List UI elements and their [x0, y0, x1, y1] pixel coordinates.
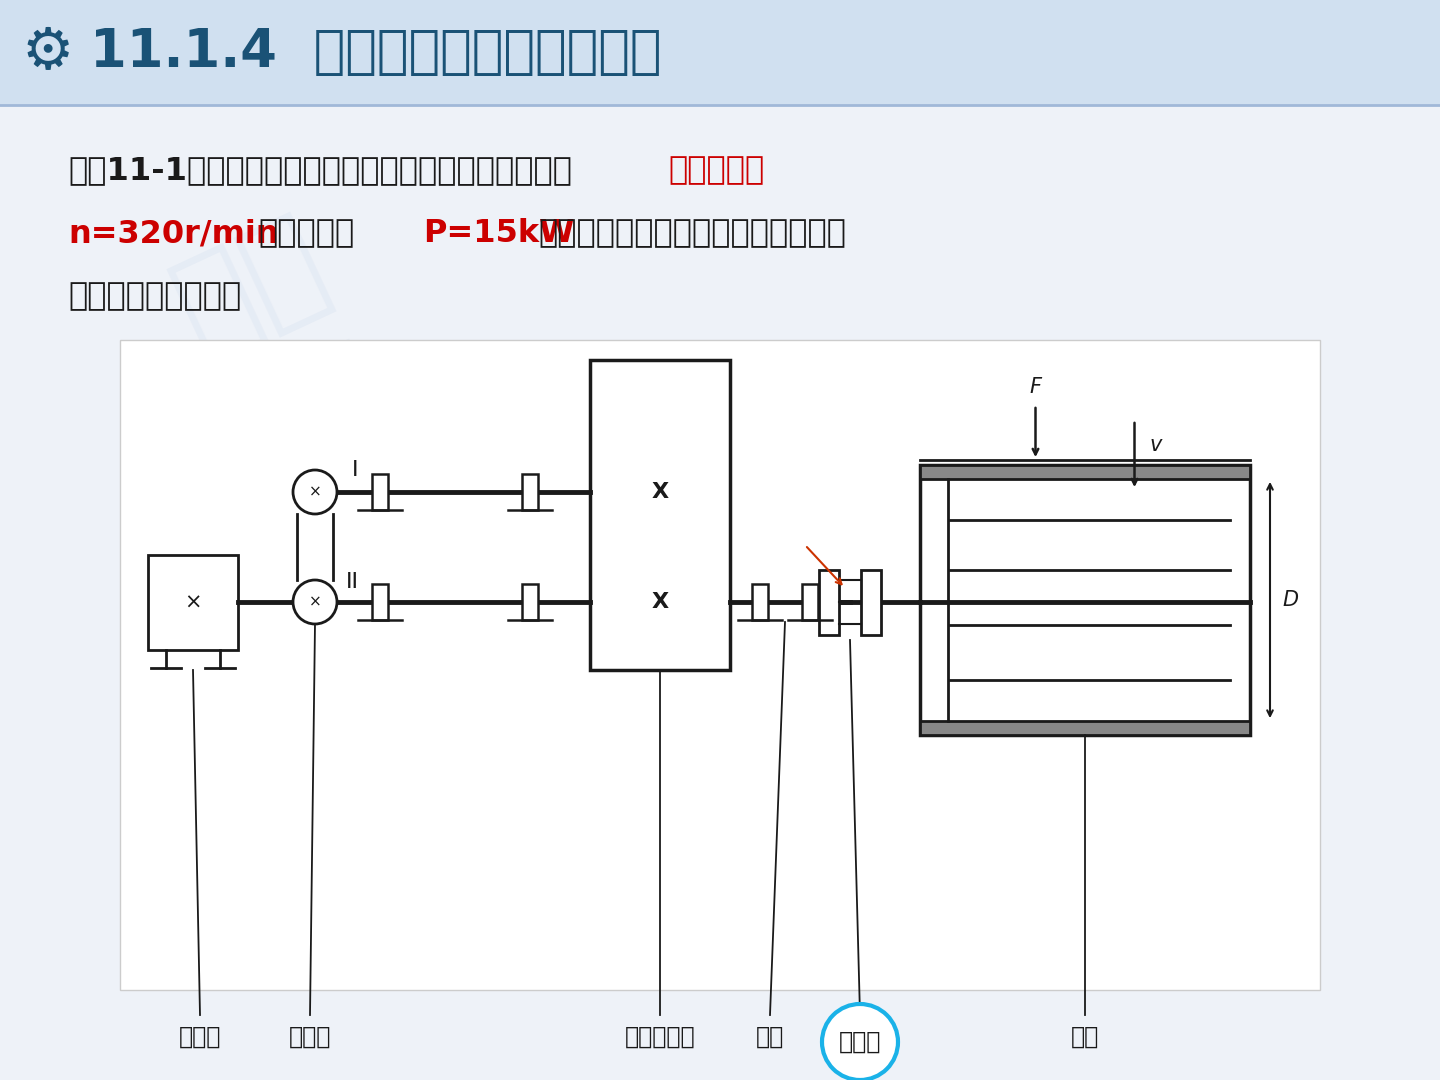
- Text: X: X: [651, 482, 668, 502]
- Bar: [920, 721, 1250, 735]
- Text: X: X: [651, 592, 668, 612]
- Text: 电动机: 电动机: [179, 1025, 222, 1049]
- Bar: [752, 584, 768, 620]
- Text: 低速轴转速: 低速轴转速: [668, 156, 765, 186]
- Text: II: II: [346, 572, 359, 592]
- Bar: [521, 474, 539, 510]
- Text: 机械
设计: 机械 设计: [785, 332, 1015, 629]
- Bar: [0, 0, 1440, 105]
- Bar: [148, 555, 238, 650]
- Text: I: I: [351, 460, 359, 480]
- Text: 轴承: 轴承: [756, 1025, 785, 1049]
- Text: 齿轮减速器: 齿轮减速器: [625, 1025, 696, 1049]
- Text: ×: ×: [184, 593, 202, 612]
- Bar: [819, 569, 840, 634]
- Text: D: D: [1282, 590, 1297, 610]
- Bar: [920, 465, 1250, 735]
- Text: ，试对低速轴与输送机卷筒轴间的联: ，试对低速轴与输送机卷筒轴间的联: [539, 218, 847, 249]
- Bar: [861, 569, 881, 634]
- Text: 联轴器: 联轴器: [840, 1030, 881, 1054]
- Text: v: v: [1149, 435, 1162, 455]
- Circle shape: [292, 470, 337, 514]
- Text: ×: ×: [308, 594, 321, 609]
- Text: 带传动: 带传动: [289, 1025, 331, 1049]
- Text: 机械
设计: 机械 设计: [157, 200, 403, 500]
- Text: P=15kW: P=15kW: [423, 218, 575, 249]
- Text: ×: ×: [308, 485, 321, 499]
- Circle shape: [292, 580, 337, 624]
- Text: 11.1.4  联轴器的选择与实例分析: 11.1.4 联轴器的选择与实例分析: [89, 26, 661, 78]
- Bar: [372, 474, 387, 510]
- Bar: [802, 584, 818, 620]
- Bar: [590, 360, 730, 670]
- Bar: [920, 465, 1250, 480]
- Text: ⚙: ⚙: [22, 24, 75, 81]
- Bar: [120, 340, 1320, 990]
- Text: F: F: [1030, 377, 1041, 397]
- Text: n=320r/min: n=320r/min: [68, 218, 278, 249]
- Bar: [372, 584, 387, 620]
- Text: 【例11-1】在带式输送机传动装置中，其中齿轮减速器: 【例11-1】在带式输送机传动装置中，其中齿轮减速器: [68, 156, 572, 186]
- Circle shape: [822, 1004, 899, 1080]
- Text: ，传递功率: ，传递功率: [258, 218, 354, 249]
- Text: 轴器进行选型设计。: 轴器进行选型设计。: [68, 281, 242, 312]
- Text: 卷筒: 卷筒: [1071, 1025, 1099, 1049]
- Bar: [521, 584, 539, 620]
